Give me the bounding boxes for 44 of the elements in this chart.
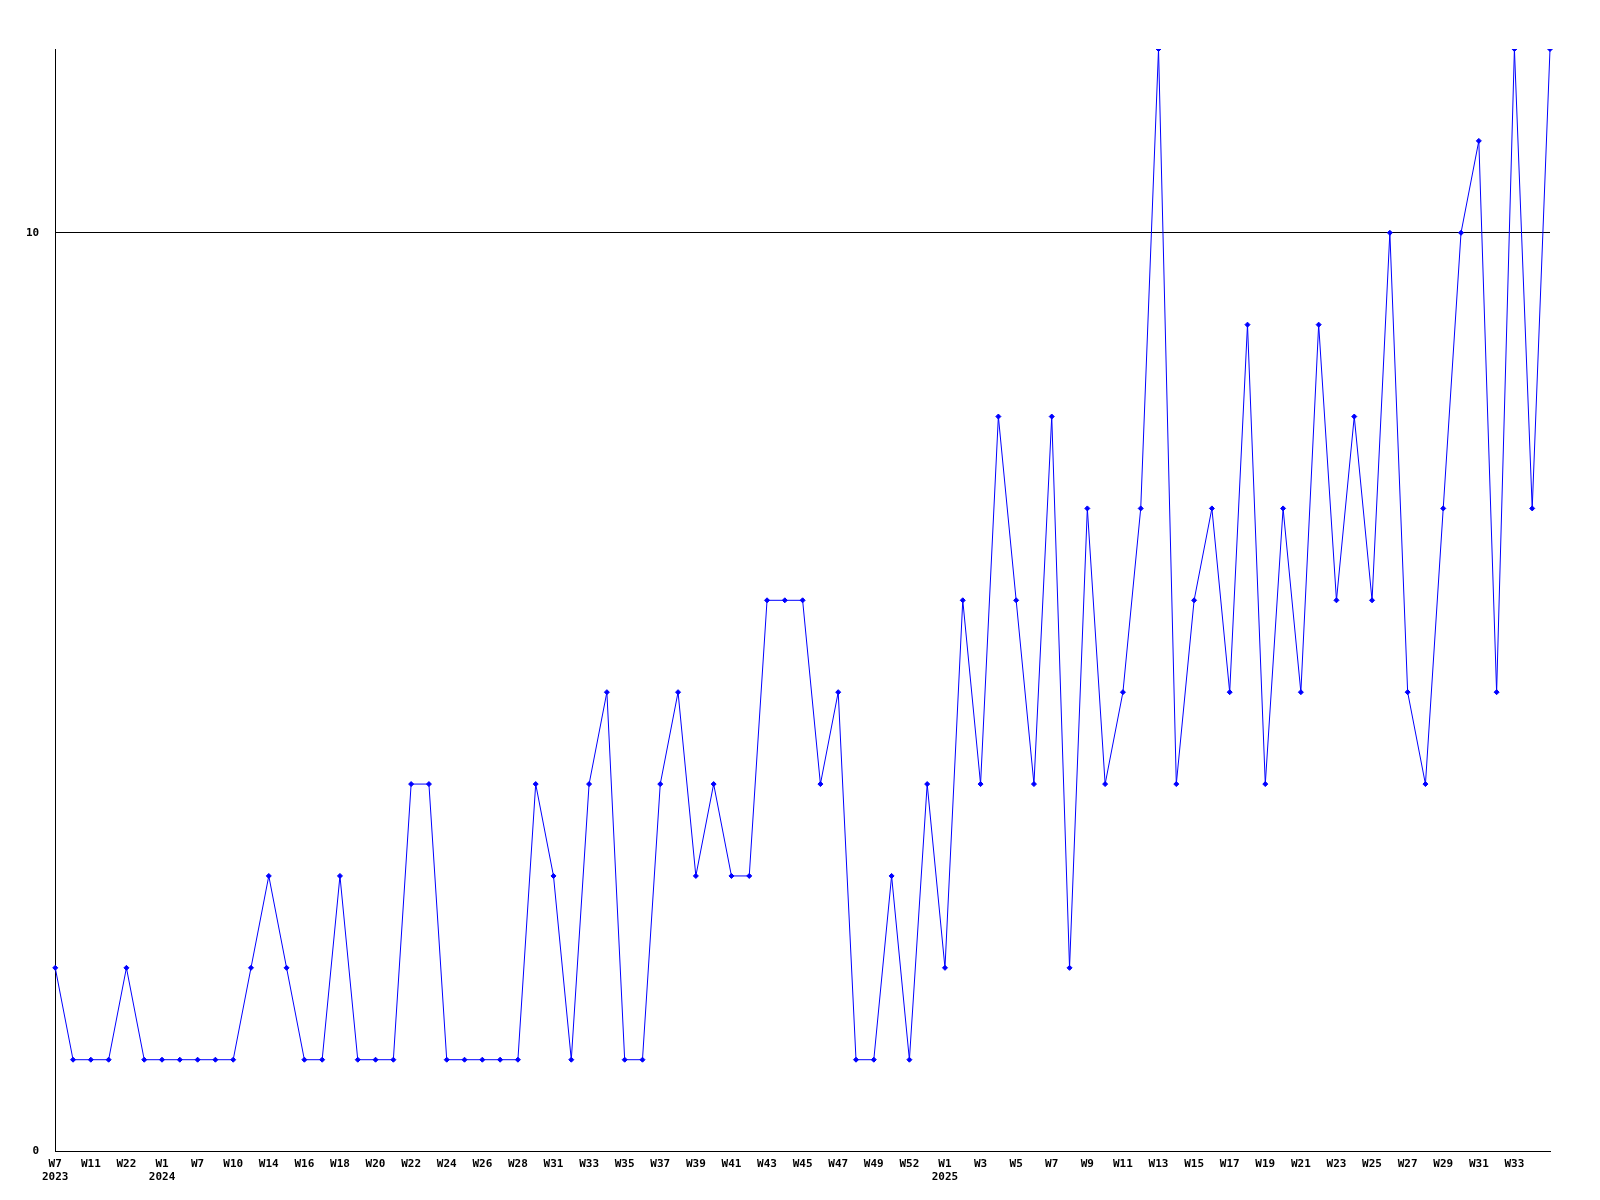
x-tick-label: W37: [650, 1157, 671, 1171]
x-tick-label: W22: [116, 1157, 137, 1171]
x-tick-label: W35: [614, 1157, 635, 1171]
x-tick-label: W21: [1290, 1157, 1312, 1171]
x-tick-label: W23: [1326, 1157, 1347, 1171]
x-tick-label: W31: [543, 1157, 564, 1171]
x-tick-label: W13: [1148, 1157, 1169, 1171]
x-tick-label: W10: [223, 1157, 244, 1171]
x-tick-label: W5: [1009, 1157, 1023, 1171]
x-tick-label: W47: [828, 1157, 849, 1171]
x-tick-label: W43: [757, 1157, 777, 1171]
x-tick-label: W33: [1504, 1157, 1525, 1171]
x-tick-label: W25: [1362, 1157, 1382, 1171]
x-tick-label: W45: [792, 1157, 813, 1171]
x-tick-label: W7: [1045, 1157, 1059, 1171]
x-tick-label: W16: [294, 1157, 315, 1171]
x-tick-label: W31: [1468, 1157, 1490, 1171]
x-tick-label: W1 2025: [931, 1157, 959, 1184]
x-tick-label: W33: [579, 1157, 600, 1171]
x-tick-label: W7: [190, 1157, 205, 1171]
x-tick-label: W11: [1112, 1157, 1134, 1171]
x-tick-label: W52: [899, 1157, 920, 1171]
x-tick-label: W22: [401, 1157, 422, 1171]
x-tick-label: W1 2024: [148, 1157, 176, 1184]
x-tick-label: W9: [1080, 1157, 1094, 1171]
x-tick-label: W39: [685, 1157, 706, 1171]
x-tick-label: W14: [258, 1157, 280, 1171]
x-tick-label: W17: [1219, 1157, 1240, 1171]
x-tick-label: W15: [1184, 1157, 1205, 1171]
x-tick-label: W26: [472, 1157, 493, 1171]
x-tick-label: W18: [330, 1157, 350, 1171]
x-tick-label: W24: [436, 1157, 458, 1171]
x-tick-label: W27: [1397, 1157, 1418, 1171]
y-tick-label: 0: [32, 1144, 40, 1158]
x-tick-label: W3: [973, 1157, 988, 1171]
y-tick-label: 10: [26, 225, 40, 239]
x-tick-label: W11: [80, 1157, 102, 1171]
x-tick-label: W7 2023: [42, 1157, 69, 1184]
x-tick-label: W28: [507, 1157, 528, 1171]
x-tick-label: W29: [1433, 1157, 1454, 1171]
x-tick-label: W41: [721, 1157, 742, 1171]
x-tick-label: W20: [365, 1157, 386, 1171]
x-tick-label: W49: [863, 1157, 884, 1171]
x-tick-label: W19: [1255, 1157, 1276, 1171]
